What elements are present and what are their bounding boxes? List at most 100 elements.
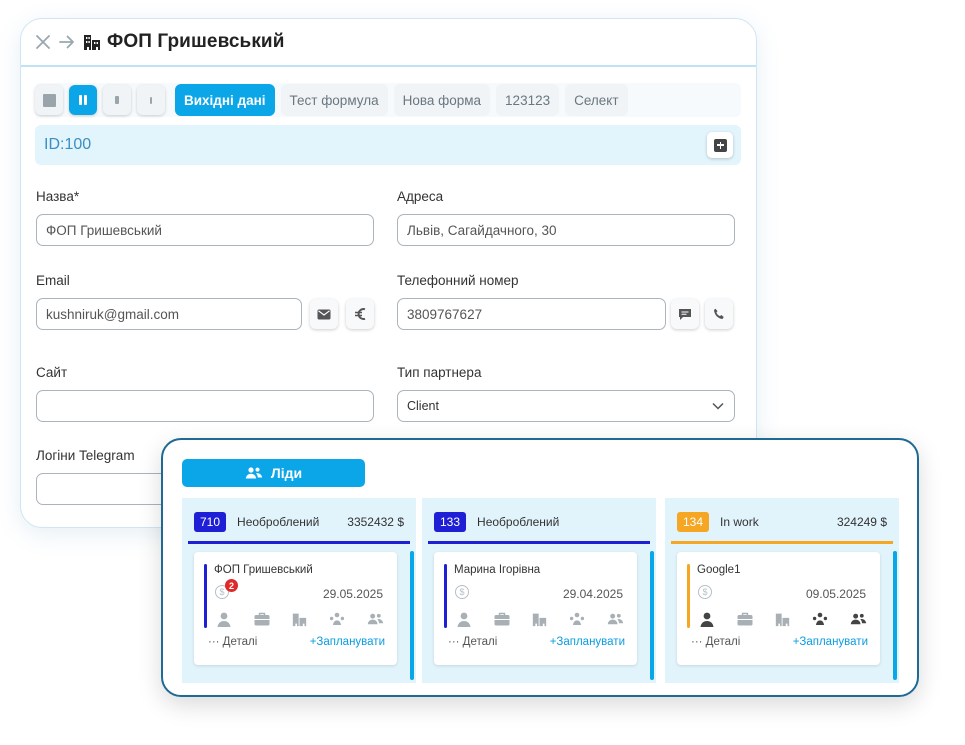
lead-schedule-link[interactable]: +Запланувати	[309, 636, 385, 648]
team-icon[interactable]	[848, 610, 868, 628]
add-button[interactable]	[707, 132, 733, 158]
layout-1-column-button[interactable]	[35, 85, 63, 115]
team-icon[interactable]	[605, 610, 625, 628]
record-id-bar: ID:100	[35, 125, 741, 165]
leads-panel: Ліди 710 Необроблений 3352432 $ ФОП Гриш…	[161, 438, 919, 697]
lead-card[interactable]: Марина Ігорівна $ 29.04.2025 ··· Деталі …	[434, 552, 637, 665]
building-icon[interactable]	[530, 610, 550, 628]
column-count-badge: 134	[677, 512, 710, 532]
lead-stripe	[444, 564, 447, 628]
kanban-column: 710 Необроблений 3352432 $ ФОП Гришевськ…	[182, 498, 416, 683]
lead-stripe	[204, 564, 207, 628]
group-icon[interactable]	[327, 610, 347, 628]
partner-type-select[interactable]: Client	[397, 390, 735, 422]
tab-select[interactable]: Селект	[565, 84, 628, 116]
kanban-column: 133 Необроблений Марина Ігорівна $ 29.04…	[422, 498, 656, 683]
leads-button[interactable]: Ліди	[182, 459, 365, 487]
layout-4-columns-button[interactable]	[137, 85, 165, 115]
chevron-down-icon	[712, 402, 724, 410]
team-icon[interactable]	[365, 610, 385, 628]
close-icon[interactable]	[35, 34, 51, 50]
column-count-badge: 710	[194, 512, 227, 532]
partner-type-value: Client	[407, 399, 439, 413]
person-icon[interactable]	[454, 610, 474, 628]
lead-stripe	[687, 564, 690, 628]
people-icon	[245, 467, 263, 479]
column-divider	[188, 541, 410, 544]
lead-schedule-link[interactable]: +Запланувати	[549, 636, 625, 648]
column-status: Необроблений	[477, 515, 560, 529]
tab-test-formula[interactable]: Тест формула	[280, 84, 388, 116]
building-icon[interactable]	[773, 610, 793, 628]
briefcase-icon[interactable]	[735, 610, 755, 628]
column-sum: 3352432 $	[347, 515, 404, 529]
window-titlebar: ФОП Гришевський	[21, 19, 756, 67]
name-field[interactable]: ФОП Гришевський	[36, 214, 374, 246]
column-count-badge: 133	[434, 512, 467, 532]
dollar-icon: $	[455, 585, 469, 599]
lead-date: 29.04.2025	[562, 587, 623, 601]
group-icon[interactable]	[810, 610, 830, 628]
briefcase-icon[interactable]	[492, 610, 512, 628]
arrow-right-icon[interactable]	[59, 34, 75, 50]
tab-new-form[interactable]: Нова форма	[393, 84, 491, 116]
lead-details-link[interactable]: ··· Деталі	[208, 636, 258, 648]
person-icon[interactable]	[697, 610, 717, 628]
window-title: ФОП Гришевський	[107, 31, 285, 52]
email-label: Email	[36, 273, 70, 288]
chat-icon	[679, 308, 691, 320]
lead-action-icons	[214, 610, 385, 628]
kanban-column: 134 In work 324249 $ Google1 $ 09.05.202…	[665, 498, 899, 683]
column-status: In work	[720, 515, 759, 529]
dollar-icon: $	[698, 585, 712, 599]
lead-action-icons	[454, 610, 625, 628]
layout-3-columns-button[interactable]	[103, 85, 131, 115]
column-scrollbar[interactable]	[410, 551, 414, 680]
lead-details-link[interactable]: ··· Деталі	[691, 636, 741, 648]
send-sms-button[interactable]	[671, 299, 699, 329]
form-tab-bar: Вихідні дані Тест формула Нова форма 123…	[35, 83, 741, 117]
person-icon[interactable]	[214, 610, 234, 628]
column-scrollbar[interactable]	[650, 551, 654, 680]
building-icon[interactable]	[290, 610, 310, 628]
briefcase-icon[interactable]	[252, 610, 272, 628]
lead-card[interactable]: ФОП Гришевський $ 2 29.05.2025 ··· Детал…	[194, 552, 397, 665]
email-field[interactable]: kushniruk@gmail.com	[36, 298, 302, 330]
column-divider	[428, 541, 650, 544]
address-field[interactable]: Львів, Сагайдачного, 30	[397, 214, 735, 246]
lead-schedule-link[interactable]: +Запланувати	[792, 636, 868, 648]
lead-date: 29.05.2025	[322, 587, 383, 601]
group-icon[interactable]	[567, 610, 587, 628]
address-label: Адреса	[397, 189, 444, 204]
site-field[interactable]	[36, 390, 374, 422]
column-sum: 324249 $	[836, 515, 887, 529]
lead-name: Марина Ігорівна	[454, 564, 541, 576]
building-icon	[83, 33, 101, 51]
column-scrollbar[interactable]	[893, 551, 897, 680]
tab-source-data[interactable]: Вихідні дані	[175, 84, 275, 116]
tab-123123[interactable]: 123123	[496, 84, 560, 116]
leads-button-label: Ліди	[270, 465, 303, 481]
column-status: Необроблений	[237, 515, 320, 529]
layout-2-columns-button[interactable]	[69, 85, 97, 115]
lead-details-link[interactable]: ··· Деталі	[448, 636, 498, 648]
lead-card[interactable]: Google1 $ 09.05.2025 ··· Деталі +Заплану…	[677, 552, 880, 665]
phone-label: Телефонний номер	[397, 273, 519, 288]
lead-date: 09.05.2025	[805, 587, 866, 601]
column-divider	[671, 541, 893, 544]
site-label: Сайт	[36, 365, 68, 380]
email-extra-button[interactable]	[346, 299, 374, 329]
phone-field[interactable]: 3809767627	[397, 298, 666, 330]
plus-square-icon	[713, 138, 727, 152]
send-email-button[interactable]	[310, 299, 338, 329]
call-button[interactable]	[705, 299, 733, 329]
euro-icon	[354, 308, 365, 320]
record-id: ID:100	[44, 136, 92, 153]
envelope-icon	[317, 309, 331, 319]
notification-badge: 2	[225, 579, 238, 592]
lead-name: Google1	[697, 564, 741, 576]
telegram-label: Логіни Telegram	[36, 448, 135, 463]
partner-type-label: Тип партнера	[397, 365, 482, 380]
dollar-icon: $	[215, 585, 229, 599]
name-label: Назва*	[36, 189, 80, 204]
